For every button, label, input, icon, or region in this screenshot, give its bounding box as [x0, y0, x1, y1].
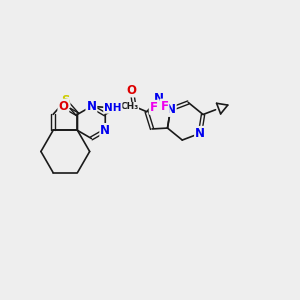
Text: S: S	[61, 94, 70, 107]
Text: NH: NH	[104, 103, 122, 113]
Text: N: N	[166, 103, 176, 116]
Text: O: O	[127, 83, 137, 97]
Text: F: F	[160, 100, 169, 112]
Text: N: N	[154, 92, 164, 105]
Text: N: N	[195, 127, 205, 140]
Text: O: O	[58, 100, 68, 112]
Text: N: N	[86, 100, 96, 113]
Text: N: N	[100, 124, 110, 137]
Text: CH₃: CH₃	[121, 102, 139, 111]
Text: N: N	[166, 103, 176, 116]
Text: F: F	[150, 101, 158, 114]
